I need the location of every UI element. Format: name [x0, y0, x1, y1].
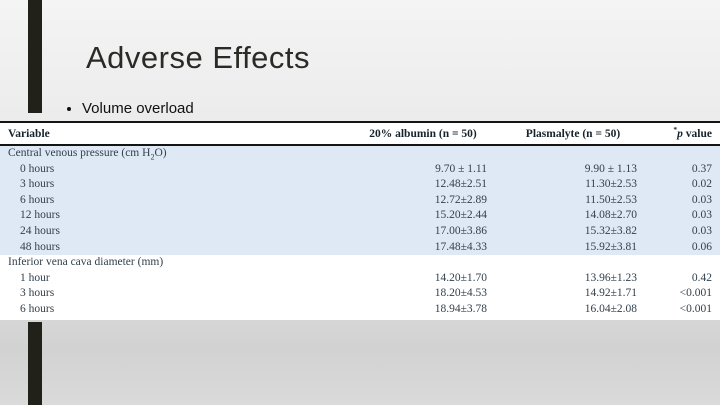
adverse-effects-table: Variable 20% albumin (n = 50) Plasmalyte… — [0, 121, 720, 320]
cell-albumin: 17.48±4.33 — [348, 239, 498, 256]
cell-variable: 3 hours — [0, 177, 348, 193]
table-row: 24 hours 17.00±3.86 15.32±3.82 0.03 — [0, 223, 720, 240]
table-row: 1 hour 14.20±1.70 13.96±1.23 0.42 — [0, 271, 720, 287]
table-row: 3 hours 18.20±4.53 14.92±1.71 <0.001 — [0, 286, 720, 302]
cell-variable: 12 hours — [0, 208, 348, 224]
table-header-row: Variable 20% albumin (n = 50) Plasmalyte… — [0, 123, 720, 146]
cell-albumin: 12.48±2.51 — [348, 177, 498, 193]
cell-variable: 0 hours — [0, 161, 348, 178]
cell-albumin: 9.70 ± 1.11 — [348, 161, 498, 178]
accent-bar-bottom — [28, 322, 42, 405]
cell-plasmalyte: 13.96±1.23 — [584, 271, 637, 284]
col-header-plasmalyte: Plasmalyte (n = 50) — [498, 123, 648, 146]
cell-variable: 6 hours — [20, 302, 55, 315]
table-row: 6 hours 12.72±2.89 11.50±2.53 0.03 — [0, 192, 720, 209]
cell-plasmalyte: 9.90 ± 1.13 — [498, 161, 648, 178]
section-label-row-ivc: Inferior vena cava diameter (mm) — [0, 255, 720, 271]
table-row: 3 hours 12.48±2.51 11.30±2.53 0.02 — [0, 177, 720, 193]
cell-albumin: 15.20±2.44 — [348, 208, 498, 224]
bullet-list: Volume overload — [64, 99, 194, 118]
cell-pvalue: <0.001 — [679, 302, 712, 315]
cell-variable: 6 hours — [0, 192, 348, 209]
section-label-pre: Central venous pressure (cm H — [8, 147, 151, 159]
cell-variable: 1 hour — [20, 271, 50, 284]
pvalue-asterisk: * — [673, 125, 678, 135]
data-table: Variable 20% albumin (n = 50) Plasmalyte… — [0, 123, 720, 318]
cell-pvalue: 0.03 — [648, 223, 720, 240]
cell-albumin: 14.20±1.70 — [434, 271, 487, 284]
accent-bar-top — [28, 0, 42, 113]
table-row: 48 hours 17.48±4.33 15.92±3.81 0.06 — [0, 239, 720, 256]
cell-pvalue: 0.03 — [648, 192, 720, 209]
cell-albumin: 18.20±4.53 — [434, 287, 487, 300]
cell-plasmalyte: 16.04±2.08 — [584, 302, 637, 315]
cell-pvalue: 0.37 — [648, 161, 720, 178]
cell-pvalue: <0.001 — [679, 287, 712, 300]
col-header-variable: Variable — [0, 123, 348, 146]
section-label-cvp: Central venous pressure (cm H2O) — [0, 145, 720, 162]
cell-albumin: 18.94±3.78 — [434, 302, 487, 315]
slide-title: Adverse Effects — [86, 40, 311, 75]
subscript-2: 2 — [150, 152, 155, 162]
table-row: 0 hours 9.70 ± 1.11 9.90 ± 1.13 0.37 — [0, 161, 720, 178]
cell-variable: 48 hours — [0, 239, 348, 256]
section-label-row-cvp: Central venous pressure (cm H2O) — [0, 145, 720, 162]
cell-pvalue: 0.03 — [648, 208, 720, 224]
cell-pvalue: 0.02 — [648, 177, 720, 193]
cell-pvalue: 0.42 — [691, 271, 712, 284]
cell-pvalue: 0.06 — [648, 239, 720, 256]
section-label-ivc: Inferior vena cava diameter (mm) — [0, 255, 720, 271]
section-label-post: O) — [154, 147, 167, 159]
cell-albumin: 17.00±3.86 — [348, 223, 498, 240]
col-header-albumin: 20% albumin (n = 50) — [348, 123, 498, 146]
bullet-item-volume-overload: Volume overload — [82, 99, 194, 118]
table-row: 12 hours 15.20±2.44 14.08±2.70 0.03 — [0, 208, 720, 224]
section-label-pre: Inferior vena cava diameter (mm) — [8, 256, 164, 269]
cell-plasmalyte: 15.32±3.82 — [498, 223, 648, 240]
pvalue-value-text: value — [682, 128, 712, 140]
cell-plasmalyte: 14.08±2.70 — [498, 208, 648, 224]
pvalue-p: p — [677, 128, 683, 140]
table-row: 6 hours 18.94±3.78 16.04±2.08 <0.001 — [0, 302, 720, 318]
cell-albumin: 12.72±2.89 — [348, 192, 498, 209]
cell-variable: 3 hours — [20, 287, 55, 300]
cell-plasmalyte: 14.92±1.71 — [584, 287, 637, 300]
cell-plasmalyte: 11.30±2.53 — [498, 177, 648, 193]
cell-plasmalyte: 15.92±3.81 — [498, 239, 648, 256]
cell-plasmalyte: 11.50±2.53 — [498, 192, 648, 209]
cell-variable: 24 hours — [0, 223, 348, 240]
col-header-pvalue: *p value — [648, 123, 720, 146]
